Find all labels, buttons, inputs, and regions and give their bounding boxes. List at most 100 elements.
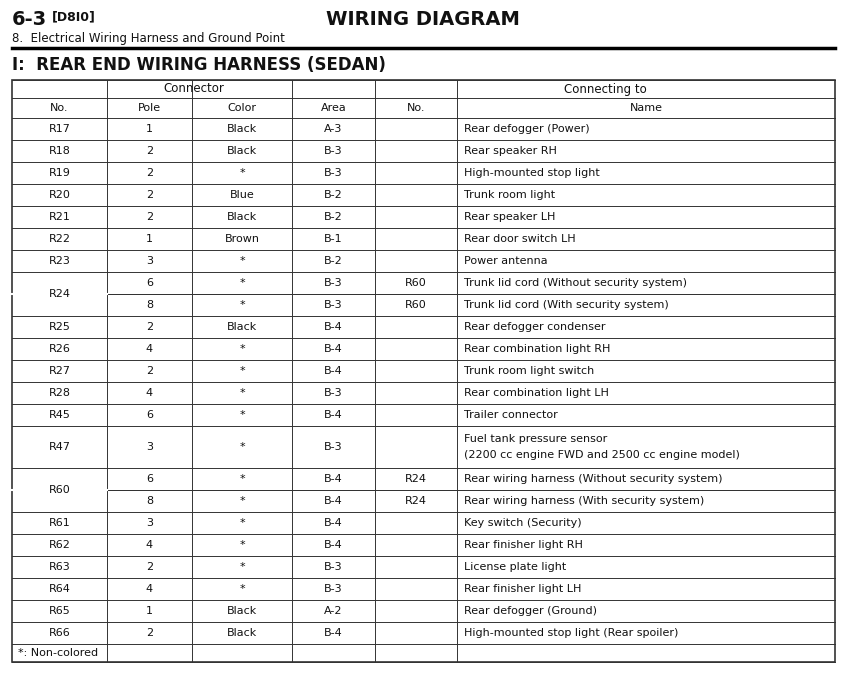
Text: *: *	[239, 562, 245, 572]
Bar	[12, 80, 835, 662]
Text: Connecting to: Connecting to	[563, 82, 646, 95]
Text: *: *	[239, 442, 245, 452]
Text: 3: 3	[146, 256, 153, 266]
Text: 2: 2	[146, 190, 153, 200]
Text: Trunk room light: Trunk room light	[464, 190, 555, 200]
Text: *: *	[239, 410, 245, 420]
Text: No.: No.	[407, 103, 425, 113]
Text: 2: 2	[146, 562, 153, 572]
Text: Black: Black	[227, 606, 257, 616]
Text: B-4: B-4	[324, 474, 343, 484]
Text: B-4: B-4	[324, 540, 343, 550]
Text: A-3: A-3	[324, 124, 343, 134]
Text: *: Non-colored: *: Non-colored	[18, 648, 98, 658]
Text: Rear wiring harness (Without security system): Rear wiring harness (Without security sy…	[464, 474, 722, 484]
Text: R47: R47	[48, 442, 70, 452]
Text: (2200 cc engine FWD and 2500 cc engine model): (2200 cc engine FWD and 2500 cc engine m…	[464, 450, 740, 459]
Text: B-4: B-4	[324, 496, 343, 506]
Text: B-3: B-3	[324, 562, 343, 572]
Text: 1: 1	[146, 124, 153, 134]
Text: 2: 2	[146, 146, 153, 156]
Text: Rear door switch LH: Rear door switch LH	[464, 234, 576, 244]
Text: *: *	[239, 300, 245, 310]
Text: B-4: B-4	[324, 518, 343, 528]
Text: I:  REAR END WIRING HARNESS (SEDAN): I: REAR END WIRING HARNESS (SEDAN)	[12, 56, 386, 74]
Text: Black: Black	[227, 124, 257, 134]
Text: Rear finisher light RH: Rear finisher light RH	[464, 540, 583, 550]
Text: B-3: B-3	[324, 168, 343, 178]
Text: R19: R19	[48, 168, 70, 178]
Text: *: *	[239, 496, 245, 506]
Text: *: *	[239, 474, 245, 484]
Text: R65: R65	[48, 606, 70, 616]
Text: *: *	[239, 278, 245, 288]
Text: R26: R26	[48, 344, 70, 354]
Text: B-3: B-3	[324, 300, 343, 310]
Text: Trailer connector: Trailer connector	[464, 410, 558, 420]
Text: R24: R24	[405, 474, 427, 484]
Text: 2: 2	[146, 168, 153, 178]
Text: Rear defogger condenser: Rear defogger condenser	[464, 322, 606, 332]
Text: B-2: B-2	[324, 256, 343, 266]
Text: 1: 1	[146, 234, 153, 244]
Text: B-1: B-1	[324, 234, 343, 244]
Text: R24: R24	[405, 496, 427, 506]
Text: Trunk lid cord (With security system): Trunk lid cord (With security system)	[464, 300, 669, 310]
Text: R66: R66	[48, 628, 70, 638]
Text: A-2: A-2	[324, 606, 343, 616]
Text: B-2: B-2	[324, 190, 343, 200]
Text: Trunk lid cord (Without security system): Trunk lid cord (Without security system)	[464, 278, 687, 288]
Text: R17: R17	[48, 124, 70, 134]
Text: 8: 8	[146, 496, 153, 506]
Text: Name: Name	[629, 103, 662, 113]
Text: R23: R23	[48, 256, 70, 266]
Text: B-4: B-4	[324, 410, 343, 420]
Text: Blue: Blue	[230, 190, 254, 200]
Text: License plate light: License plate light	[464, 562, 567, 572]
Text: B-3: B-3	[324, 146, 343, 156]
Text: Pole: Pole	[138, 103, 161, 113]
Text: Black: Black	[227, 322, 257, 332]
Text: 1: 1	[146, 606, 153, 616]
Text: Rear combination light RH: Rear combination light RH	[464, 344, 611, 354]
Text: 8: 8	[146, 300, 153, 310]
Text: Color: Color	[228, 103, 257, 113]
Text: 2: 2	[146, 322, 153, 332]
Text: Brown: Brown	[224, 234, 259, 244]
Text: No.: No.	[50, 103, 69, 113]
Text: B-4: B-4	[324, 628, 343, 638]
Text: R60: R60	[48, 485, 70, 495]
Text: R22: R22	[48, 234, 70, 244]
Text: R18: R18	[48, 146, 70, 156]
Text: High-mounted stop light: High-mounted stop light	[464, 168, 600, 178]
Text: R21: R21	[48, 212, 70, 222]
Text: *: *	[239, 344, 245, 354]
Text: *: *	[239, 168, 245, 178]
Text: R61: R61	[48, 518, 70, 528]
Text: *: *	[239, 584, 245, 594]
Text: B-4: B-4	[324, 322, 343, 332]
Text: 6: 6	[146, 474, 153, 484]
Text: Rear speaker RH: Rear speaker RH	[464, 146, 556, 156]
Text: Power antenna: Power antenna	[464, 256, 548, 266]
Text: 4: 4	[146, 388, 153, 398]
Text: *: *	[239, 366, 245, 376]
Text: Rear defogger (Ground): Rear defogger (Ground)	[464, 606, 597, 616]
Text: *: *	[239, 540, 245, 550]
Text: B-3: B-3	[324, 584, 343, 594]
Text: Rear finisher light LH: Rear finisher light LH	[464, 584, 581, 594]
Text: 6-3: 6-3	[12, 10, 47, 29]
Text: 2: 2	[146, 366, 153, 376]
Text: R64: R64	[48, 584, 70, 594]
Text: B-3: B-3	[324, 388, 343, 398]
Text: R60: R60	[405, 300, 427, 310]
Text: Key switch (Security): Key switch (Security)	[464, 518, 582, 528]
Text: R27: R27	[48, 366, 70, 376]
Text: Rear speaker LH: Rear speaker LH	[464, 212, 556, 222]
Text: B-4: B-4	[324, 344, 343, 354]
Text: 4: 4	[146, 584, 153, 594]
Text: *: *	[239, 256, 245, 266]
Text: B-3: B-3	[324, 442, 343, 452]
Text: 2: 2	[146, 628, 153, 638]
Text: R45: R45	[48, 410, 70, 420]
